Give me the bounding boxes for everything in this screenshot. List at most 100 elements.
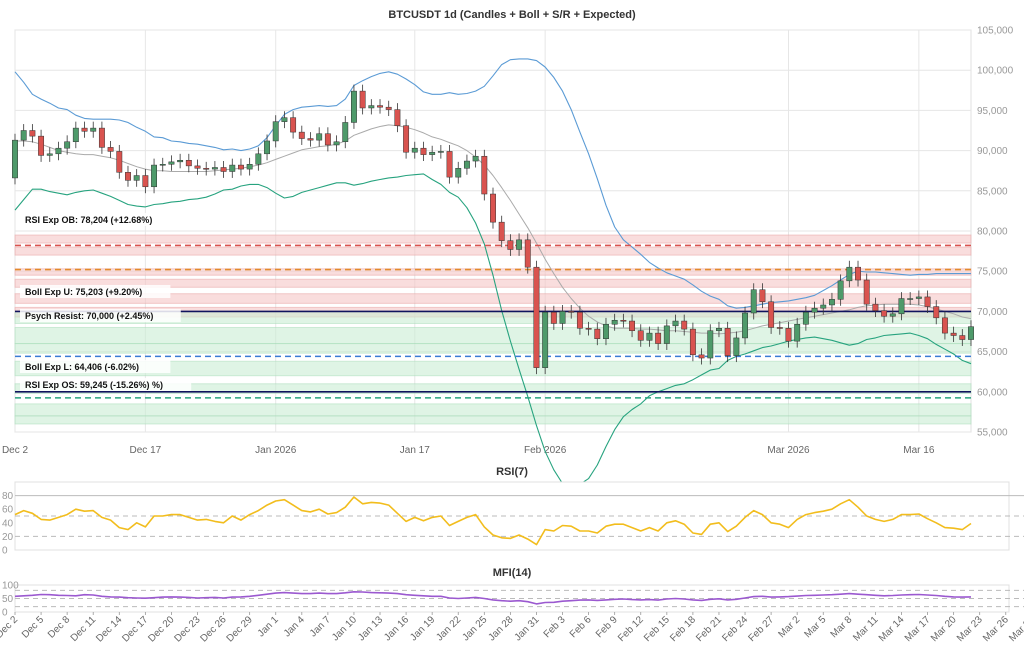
candle-body	[437, 151, 444, 153]
candle-body	[915, 296, 922, 299]
support-zone	[14, 415, 972, 425]
annotation-label: RSI Exp OS: 59,245 (-15.26%) %)	[25, 380, 163, 390]
candle-body	[98, 127, 105, 148]
mfi-tick-label: 0	[2, 608, 8, 619]
candle-body	[12, 139, 18, 179]
bottom-date-label: Dec 14	[94, 614, 124, 644]
bottom-date-label: Dec 5	[20, 614, 47, 641]
candle-body	[264, 140, 270, 155]
candle-body	[655, 332, 662, 344]
annotation-box	[20, 378, 192, 391]
candle-body	[194, 165, 201, 169]
candle-body	[125, 172, 131, 181]
candle-body	[672, 320, 679, 327]
candle-body	[689, 328, 696, 356]
candle-body	[524, 239, 531, 268]
annotation-box	[20, 360, 171, 373]
mfi-line	[14, 590, 972, 605]
bollinger-middle-line	[15, 124, 972, 335]
candle-body	[872, 303, 879, 311]
candle-body	[620, 319, 627, 322]
candle-body	[811, 307, 818, 313]
bottom-date-label: Feb 18	[668, 614, 698, 644]
mfi-tick-label: 50	[2, 594, 14, 605]
bottom-date-label: Jan 4	[282, 614, 307, 639]
candle-body	[394, 109, 401, 126]
price-tick-label: 80,000	[977, 227, 1008, 238]
bottom-date-label: Jan 19	[408, 614, 437, 643]
rsi-tick-label: 60	[2, 505, 14, 516]
candle-body	[863, 279, 870, 305]
bottom-date-label: Dec 29	[225, 614, 255, 644]
candle-body	[316, 133, 323, 141]
resistance-zone	[14, 278, 972, 288]
candle-body	[637, 330, 644, 341]
candle-body	[455, 168, 462, 178]
candle-body	[568, 311, 575, 313]
bottom-date-label: Jan 31	[513, 614, 542, 643]
candle-body	[959, 335, 966, 340]
bottom-date-label: Mar 11	[851, 614, 881, 644]
candle-body	[72, 127, 79, 143]
candle-body	[576, 311, 583, 329]
rsi-panel-title: RSI(7)	[496, 466, 528, 478]
candle-body	[941, 317, 948, 334]
support-zone	[14, 326, 972, 345]
candle-body	[342, 122, 349, 143]
candle-body	[481, 155, 488, 195]
mfi-panel-title: MFI(14)	[493, 567, 532, 579]
bollinger-upper-band	[14, 58, 971, 309]
candle-body	[272, 121, 279, 142]
bottom-date-label: Feb 21	[694, 614, 724, 644]
bottom-date-label: Mar 17	[903, 614, 933, 644]
candle-body	[533, 266, 540, 368]
bottom-date-label: Feb 12	[616, 614, 646, 644]
bollinger-lower-band	[14, 173, 972, 489]
bottom-date-label: Feb 24	[720, 614, 750, 644]
candle-body	[298, 131, 305, 139]
candle-body	[603, 324, 609, 339]
annotation-box	[20, 285, 171, 298]
bottom-date-label: Dec 17	[120, 614, 150, 644]
candle-body	[377, 105, 383, 108]
candle-body	[663, 325, 670, 344]
candle-body	[385, 106, 392, 110]
support-zone	[14, 383, 972, 394]
bottom-date-label: Jan 1	[256, 614, 281, 639]
candle-body	[307, 138, 314, 141]
candle-body	[472, 155, 479, 162]
bottom-date-label: Jan 22	[434, 614, 463, 643]
price-tick-label: 70,000	[977, 307, 1008, 318]
candle-body	[889, 313, 896, 317]
candle-body	[333, 141, 340, 146]
bottom-date-label: Dec 11	[69, 614, 99, 644]
mfi-panel: 0 50 100	[2, 581, 1024, 619]
bottom-date-label: Mar 14	[877, 614, 907, 644]
bottom-date-label: Dec 23	[172, 614, 202, 644]
bottom-date-label: Mar 2	[776, 614, 802, 640]
bottom-date-label: Jan 25	[460, 614, 489, 643]
bottom-date-label: Jan 16	[382, 614, 411, 643]
candle-body	[629, 320, 635, 331]
candle-body	[490, 193, 496, 223]
candle-body	[950, 332, 957, 336]
candle-body	[881, 310, 888, 317]
resistance-zone	[14, 246, 972, 256]
candle-body	[151, 164, 157, 188]
candle-body	[220, 167, 227, 172]
candle-body	[759, 289, 766, 303]
candle-body	[38, 135, 45, 156]
bottom-date-label: Feb 15	[642, 614, 672, 644]
date-tick-label: Jan 17	[400, 445, 430, 456]
bottom-date-label: Mar 29	[1007, 614, 1024, 644]
candle-body	[324, 133, 331, 146]
candle-body	[498, 221, 505, 241]
candle-body	[733, 337, 740, 356]
annotation-box	[20, 309, 181, 322]
candle-body	[724, 328, 731, 356]
bottom-date-label: Mar 26	[981, 614, 1011, 644]
candle-body	[698, 354, 705, 359]
candle-body	[829, 299, 835, 306]
candle-body	[446, 151, 453, 178]
